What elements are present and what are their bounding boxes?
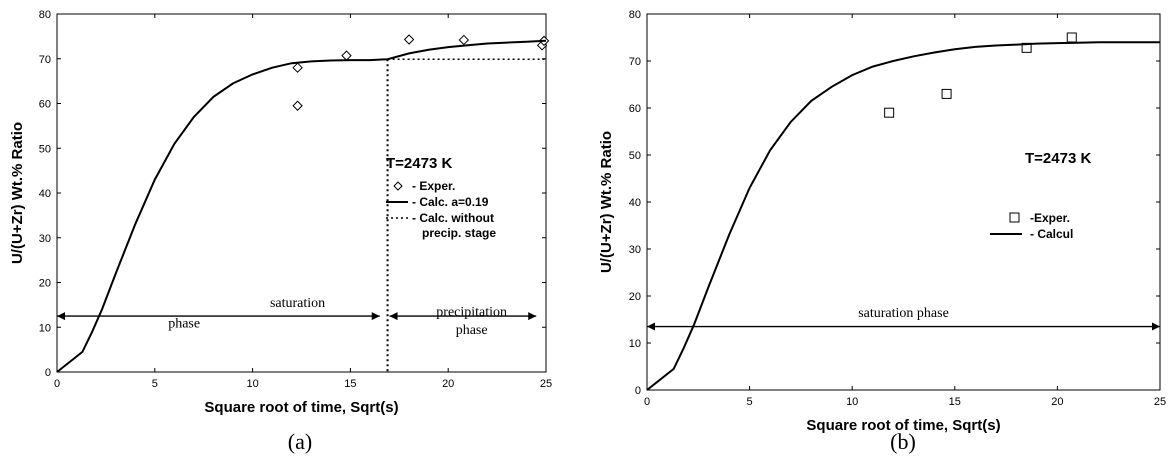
x-tick-label: 20 — [1051, 396, 1063, 408]
x-tick-label: 10 — [246, 378, 258, 390]
legend-marker-diamond — [393, 181, 403, 191]
y-tick-label: 40 — [629, 197, 641, 209]
data-point-diamond — [458, 34, 470, 46]
data-point-square — [1066, 32, 1077, 43]
temperature-label: T=2473 K — [1025, 150, 1091, 167]
data-point-diamond — [292, 100, 303, 111]
x-tick-label: 5 — [152, 378, 158, 390]
y-tick-label: 30 — [629, 244, 641, 256]
chart-panel-b: 0 10 20 30 40 50 60 70 80 0 5 10 15 20 25 Square root o… — [598, 9, 1166, 454]
plot-area-frame — [646, 13, 1161, 391]
legend-label: - Calc. a=0.19 — [412, 195, 489, 209]
data-point-diamond — [403, 34, 415, 45]
y-tick-label: 80 — [629, 9, 641, 21]
x-tick-label: 25 — [1154, 396, 1166, 408]
x-tick-label: 20 — [442, 378, 454, 390]
y-tick-label: 0 — [635, 385, 641, 397]
x-tick-label: 15 — [949, 396, 961, 408]
x-axis-label: Square root of time, Sqrt(s) — [806, 417, 1000, 434]
data-point-square — [941, 88, 952, 99]
legend-label: - Exper. — [412, 179, 455, 193]
series-line — [646, 41, 1160, 391]
y-tick-label: 70 — [629, 56, 641, 68]
y-tick-label: 10 — [629, 338, 641, 350]
phase-annotation: phase — [168, 316, 200, 331]
series-line — [56, 39, 547, 373]
arrow-head-right — [528, 312, 537, 321]
y-tick-label: 30 — [39, 233, 51, 245]
x-tick-label: 0 — [54, 378, 60, 390]
phase-annotation: saturation — [270, 296, 325, 311]
x-tick-label: 15 — [344, 378, 356, 390]
y-tick-label: 80 — [39, 9, 51, 21]
legend-label-continued: precip. stage — [422, 226, 496, 240]
arrow-head-left — [647, 322, 655, 331]
y-tick-label: 40 — [39, 188, 51, 200]
y-axis-label: U/(U+Zr) Wt.% Ratio — [9, 122, 26, 264]
data-point-diamond — [292, 62, 303, 73]
x-tick-label: 5 — [747, 396, 753, 408]
legend-marker-square — [1009, 212, 1020, 223]
data-point-square — [884, 107, 895, 118]
x-tick-label: 25 — [540, 378, 552, 390]
y-tick-label: 0 — [45, 367, 51, 379]
panel-caption: (b) — [890, 429, 916, 454]
y-tick-label: 60 — [629, 103, 641, 115]
phase-annotation: phase — [456, 323, 488, 338]
phase-annotation: precipitation — [436, 305, 507, 320]
y-tick-label: 10 — [39, 322, 51, 334]
y-tick-label: 50 — [629, 150, 641, 162]
y-tick-label: 20 — [39, 278, 51, 290]
legend-label: - Calcul — [1030, 227, 1073, 241]
y-tick-label: 20 — [629, 291, 641, 303]
panel-caption: (a) — [288, 429, 312, 454]
x-axis-label: Square root of time, Sqrt(s) — [204, 399, 398, 416]
arrow-head-right — [1152, 322, 1160, 331]
arrow-head-left — [57, 312, 65, 321]
chart-panel-a: 0 10 20 30 40 50 60 70 80 0 5 10 15 20 25 Square root o… — [9, 9, 552, 454]
phase-annotation: saturation phase — [858, 306, 949, 321]
data-point-diamond — [341, 50, 352, 61]
arrow-head-right — [371, 312, 380, 321]
legend-label: -Exper. — [1030, 211, 1070, 225]
temperature-label: T=2473 K — [386, 155, 452, 172]
arrow-head-left — [389, 312, 398, 321]
x-tick-label: 10 — [846, 396, 858, 408]
y-tick-label: 50 — [39, 143, 51, 155]
y-tick-label: 60 — [39, 99, 51, 111]
y-axis-label: U/(U+Zr) Wt.% Ratio — [598, 131, 615, 273]
x-tick-label: 0 — [644, 396, 650, 408]
legend-label: - Calc. without — [412, 211, 494, 225]
y-tick-label: 70 — [39, 54, 51, 66]
